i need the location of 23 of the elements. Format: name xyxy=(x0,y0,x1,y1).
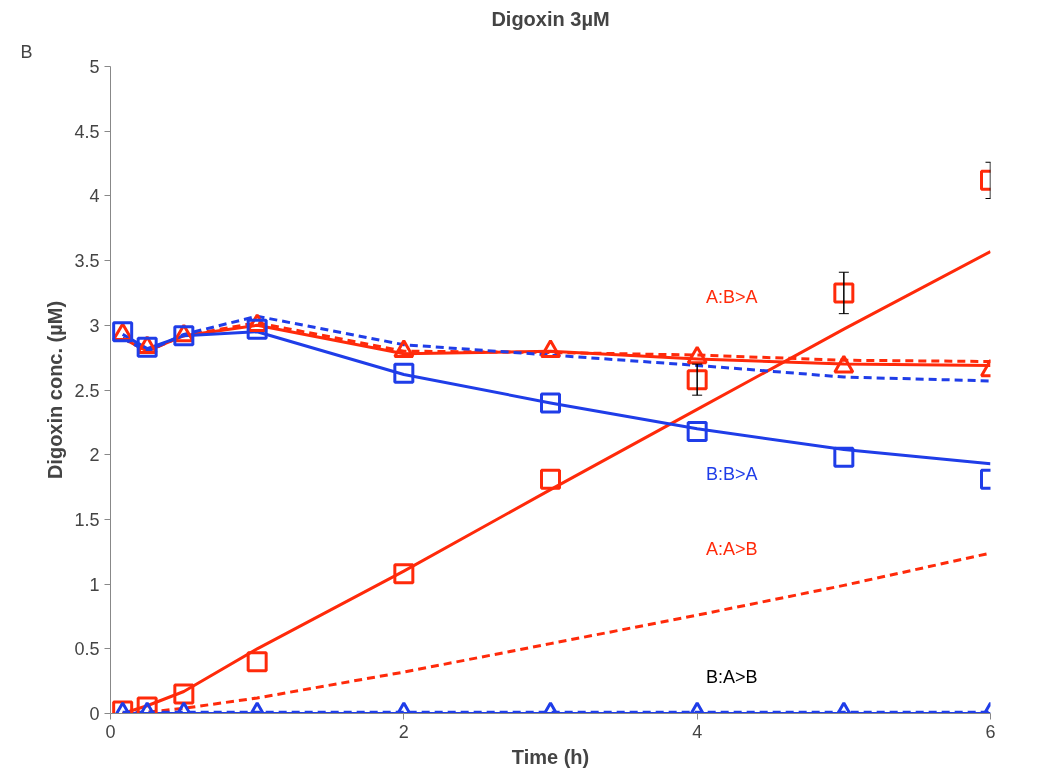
y-tick-label: 0 xyxy=(89,704,100,724)
y-tick-label: 1.5 xyxy=(74,509,100,530)
y-tick-label: 4.5 xyxy=(74,121,100,142)
x-tick-label: 2 xyxy=(398,721,409,742)
y-tick-label: 5 xyxy=(89,57,100,77)
y-tick-label: 0.5 xyxy=(74,639,100,660)
y-tick-label: 3.5 xyxy=(74,251,100,272)
annotation: A:A>B xyxy=(705,539,758,560)
annotation: A:B>A xyxy=(705,286,758,307)
x-tick-label: 0 xyxy=(105,721,116,742)
y-tick-label: 1 xyxy=(89,574,100,595)
annotation: B:A>B xyxy=(705,667,758,688)
x-tick-label: 6 xyxy=(985,721,996,742)
y-tick-label: 2.5 xyxy=(74,380,100,401)
chart-title: Digoxin 3µM xyxy=(491,7,610,30)
y-axis-title: Digoxin conc. (µM) xyxy=(44,300,67,480)
x-tick-label: 4 xyxy=(692,721,703,742)
text: B xyxy=(20,41,33,62)
x-axis-title: Time (h) xyxy=(511,745,590,768)
y-tick-label: 2 xyxy=(89,445,100,466)
y-tick-label: 3 xyxy=(89,315,100,336)
y-tick-label: 4 xyxy=(89,186,100,207)
annotation: B:B>A xyxy=(705,464,758,485)
